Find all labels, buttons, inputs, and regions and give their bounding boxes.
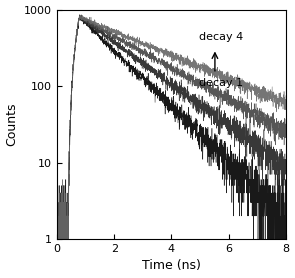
Text: decay 1: decay 1 xyxy=(199,78,243,88)
Text: decay 4: decay 4 xyxy=(199,32,243,42)
X-axis label: Time (ns): Time (ns) xyxy=(142,259,201,272)
Y-axis label: Counts: Counts xyxy=(6,103,19,146)
